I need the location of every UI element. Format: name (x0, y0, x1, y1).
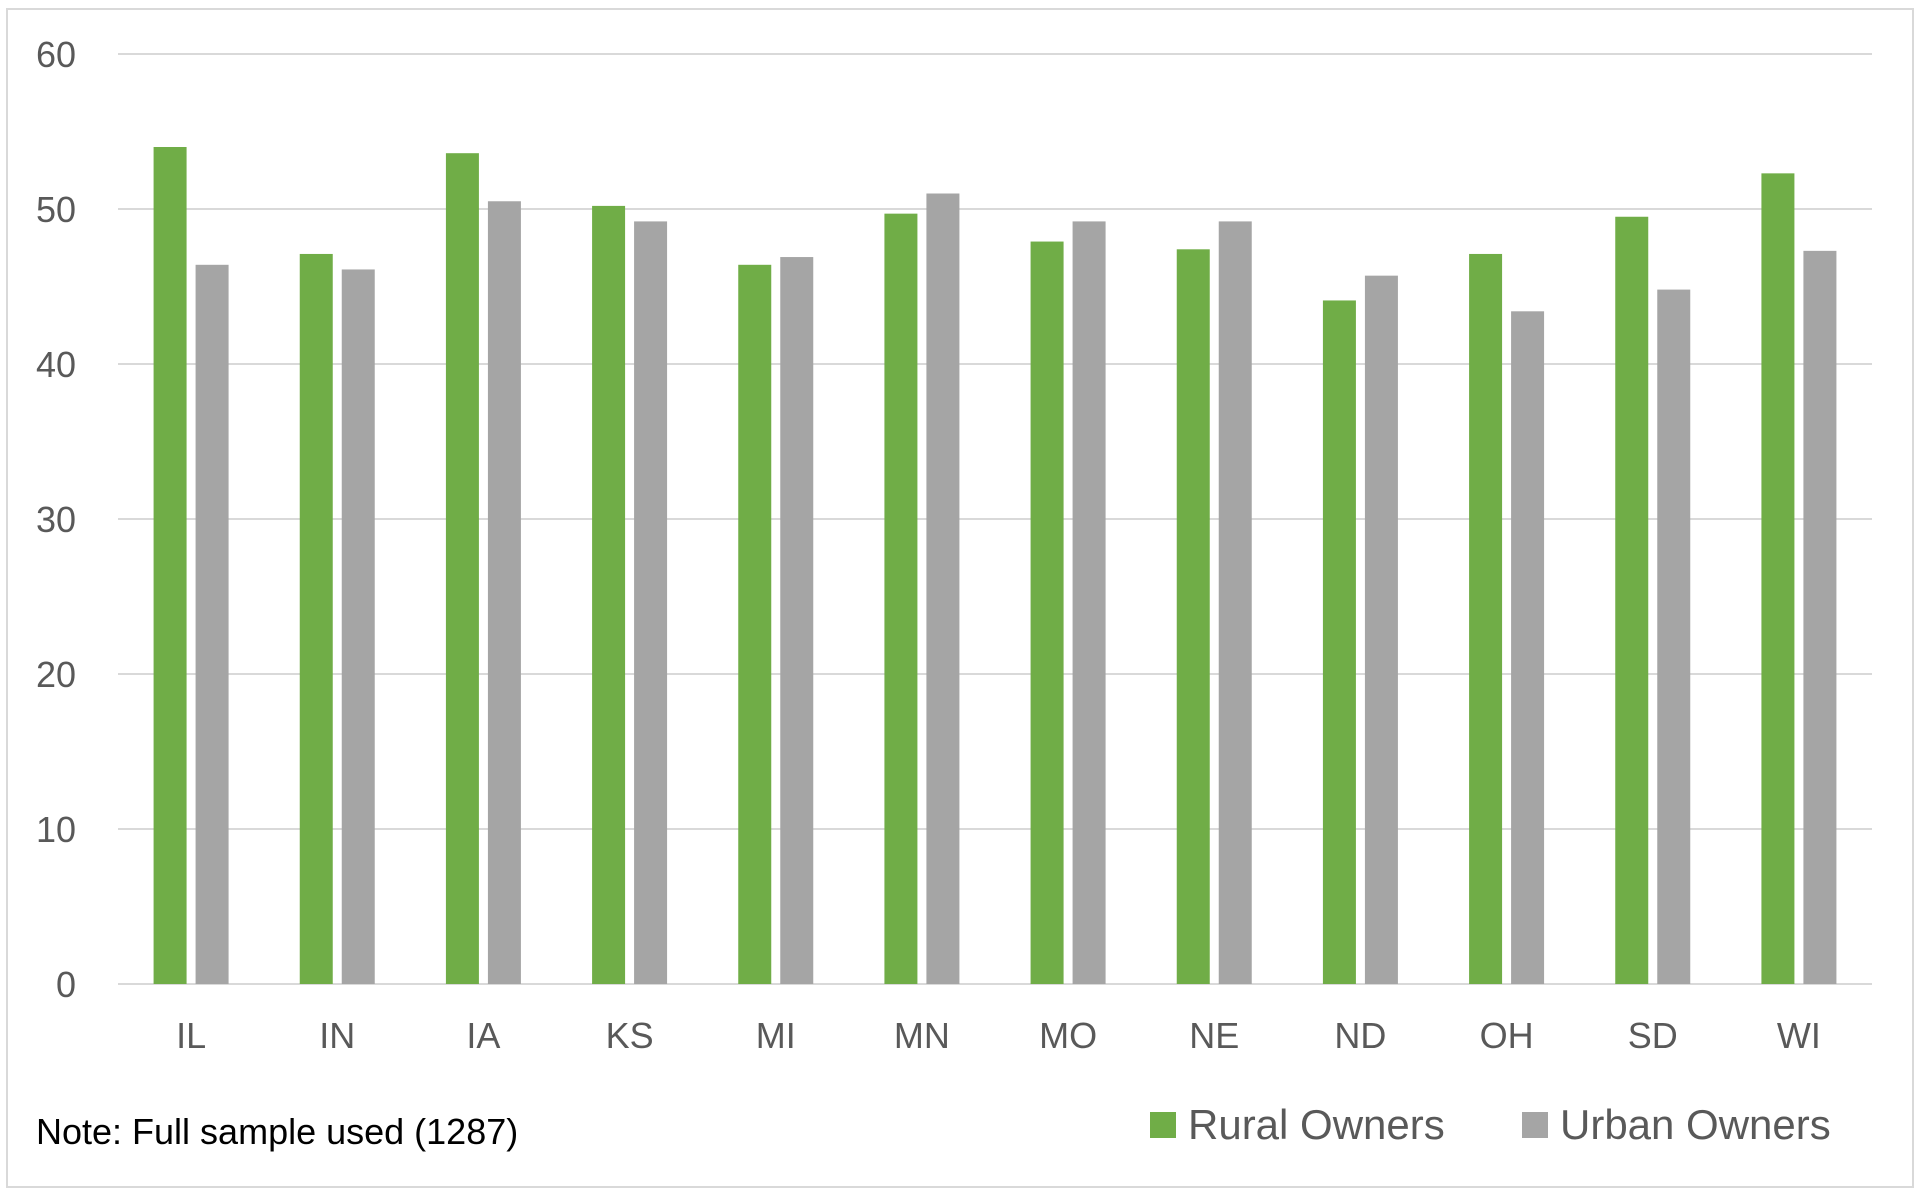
x-tick-label-mo: MO (1039, 1015, 1097, 1056)
x-tick-label-mn: MN (894, 1015, 950, 1056)
y-axis-ticks: 0 10 20 30 40 50 60 (36, 34, 76, 1005)
bar-nd-rural-owners (1322, 300, 1356, 984)
y-tick-label: 30 (36, 499, 76, 540)
x-tick-label-ks: KS (606, 1015, 654, 1056)
y-tick-label: 50 (36, 189, 76, 230)
bar-wi-urban-owners (1803, 250, 1837, 985)
x-tick-label-in: IN (319, 1015, 355, 1056)
chart-note: Note: Full sample used (1287) (36, 1111, 518, 1152)
x-tick-label-oh: OH (1480, 1015, 1534, 1056)
bar-sd-urban-owners (1657, 289, 1691, 985)
x-tick-label-mi: MI (756, 1015, 796, 1056)
legend-swatch-urban-owners (1522, 1112, 1548, 1138)
gridlines (118, 53, 1872, 985)
x-tick-label-ia: IA (466, 1015, 500, 1056)
legend: Rural Owners Urban Owners (1150, 1101, 1831, 1148)
bar-wi-rural-owners (1761, 173, 1795, 985)
y-tick-label: 40 (36, 344, 76, 385)
bar-oh-rural-owners (1469, 253, 1503, 984)
x-tick-label-wi: WI (1777, 1015, 1821, 1056)
y-tick-label: 10 (36, 809, 76, 850)
bar-mn-urban-owners (926, 193, 960, 984)
bar-mn-rural-owners (884, 213, 918, 984)
y-tick-label: 60 (36, 34, 76, 75)
legend-swatch-rural-owners (1150, 1112, 1176, 1138)
bar-nd-urban-owners (1364, 275, 1398, 984)
bar-sd-rural-owners (1615, 216, 1649, 984)
bar-in-rural-owners (299, 253, 333, 984)
bar-il-urban-owners (195, 264, 229, 984)
x-tick-label-ne: NE (1189, 1015, 1239, 1056)
bar-mo-urban-owners (1072, 221, 1106, 984)
legend-label-urban-owners: Urban Owners (1560, 1101, 1831, 1148)
bar-ks-urban-owners (634, 221, 668, 984)
legend-label-rural-owners: Rural Owners (1188, 1101, 1445, 1148)
bar-mi-rural-owners (738, 264, 772, 984)
bar-il-rural-owners (153, 147, 187, 984)
bars (153, 147, 1837, 985)
y-tick-label: 20 (36, 654, 76, 695)
bar-ne-urban-owners (1218, 221, 1252, 984)
bar-ne-rural-owners (1176, 249, 1210, 985)
y-tick-label: 0 (56, 964, 76, 1005)
x-axis-ticks: IL IN IA KS MI MN MO NE ND OH SD WI (176, 1015, 1821, 1056)
bar-oh-urban-owners (1511, 311, 1545, 984)
bar-mi-urban-owners (780, 257, 814, 984)
x-tick-label-nd: ND (1334, 1015, 1386, 1056)
x-tick-label-sd: SD (1628, 1015, 1678, 1056)
bar-ia-urban-owners (487, 201, 521, 984)
bar-mo-rural-owners (1030, 241, 1064, 985)
bar-ia-rural-owners (445, 153, 479, 984)
bar-ks-rural-owners (592, 205, 626, 984)
x-tick-label-il: IL (176, 1015, 206, 1056)
bar-in-urban-owners (341, 269, 375, 984)
